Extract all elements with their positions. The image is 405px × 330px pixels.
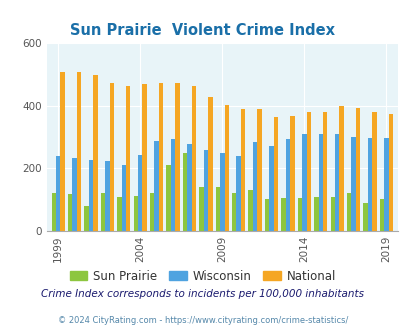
Bar bbox=[154, 141, 158, 231]
Bar bbox=[362, 203, 367, 231]
Bar bbox=[273, 117, 277, 231]
Bar bbox=[350, 137, 355, 231]
Bar bbox=[203, 150, 208, 231]
Bar bbox=[84, 206, 89, 231]
Bar bbox=[379, 199, 383, 231]
Bar bbox=[248, 190, 252, 231]
Legend: Sun Prairie, Wisconsin, National: Sun Prairie, Wisconsin, National bbox=[65, 265, 340, 287]
Bar bbox=[388, 114, 392, 231]
Bar bbox=[301, 134, 306, 231]
Bar bbox=[100, 193, 105, 231]
Bar bbox=[306, 113, 310, 231]
Bar bbox=[93, 75, 98, 231]
Text: Crime Index corresponds to incidents per 100,000 inhabitants: Crime Index corresponds to incidents per… bbox=[41, 289, 364, 299]
Bar bbox=[191, 86, 196, 231]
Bar bbox=[175, 83, 179, 231]
Bar bbox=[383, 138, 388, 231]
Bar bbox=[133, 196, 138, 231]
Bar bbox=[334, 134, 339, 231]
Bar bbox=[339, 106, 343, 231]
Bar bbox=[281, 198, 285, 231]
Bar bbox=[290, 115, 294, 231]
Bar bbox=[215, 187, 220, 231]
Bar bbox=[68, 194, 72, 231]
Bar bbox=[224, 105, 228, 231]
Bar bbox=[236, 156, 240, 231]
Bar bbox=[117, 197, 121, 231]
Bar bbox=[109, 83, 114, 231]
Bar bbox=[199, 187, 203, 231]
Bar bbox=[149, 193, 154, 231]
Bar bbox=[166, 165, 171, 231]
Bar bbox=[51, 193, 56, 231]
Bar bbox=[269, 146, 273, 231]
Bar bbox=[330, 197, 334, 231]
Bar bbox=[355, 108, 359, 231]
Bar bbox=[252, 142, 257, 231]
Bar bbox=[187, 144, 191, 231]
Bar bbox=[322, 113, 326, 231]
Bar bbox=[142, 84, 147, 231]
Bar bbox=[285, 139, 290, 231]
Bar bbox=[122, 165, 126, 231]
Bar bbox=[346, 193, 350, 231]
Bar bbox=[264, 199, 269, 231]
Bar bbox=[60, 72, 65, 231]
Bar bbox=[297, 198, 301, 231]
Bar bbox=[232, 193, 236, 231]
Bar bbox=[240, 109, 245, 231]
Bar bbox=[89, 159, 93, 231]
Bar bbox=[371, 113, 376, 231]
Text: Sun Prairie  Violent Crime Index: Sun Prairie Violent Crime Index bbox=[70, 23, 335, 38]
Bar bbox=[313, 197, 318, 231]
Bar bbox=[158, 83, 163, 231]
Bar bbox=[126, 86, 130, 231]
Bar bbox=[318, 134, 322, 231]
Bar bbox=[171, 139, 175, 231]
Bar bbox=[367, 138, 371, 231]
Text: © 2024 CityRating.com - https://www.cityrating.com/crime-statistics/: © 2024 CityRating.com - https://www.city… bbox=[58, 315, 347, 325]
Bar bbox=[56, 156, 60, 231]
Bar bbox=[138, 155, 142, 231]
Bar bbox=[72, 158, 77, 231]
Bar bbox=[77, 72, 81, 231]
Bar bbox=[257, 109, 261, 231]
Bar bbox=[105, 161, 109, 231]
Bar bbox=[182, 152, 187, 231]
Bar bbox=[208, 97, 212, 231]
Bar bbox=[220, 153, 224, 231]
